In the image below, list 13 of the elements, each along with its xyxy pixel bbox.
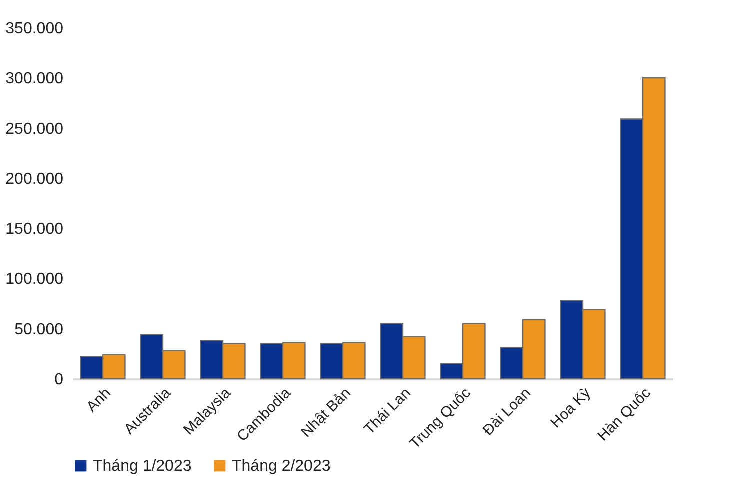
- legend-label: Tháng 2/2023: [232, 458, 331, 475]
- x-tick-label: Hoa Kỳ: [548, 384, 595, 432]
- y-tick-label: 150.000: [6, 221, 64, 238]
- y-tick-label: 250.000: [6, 120, 64, 138]
- y-tick-label: 50.000: [14, 321, 64, 338]
- y-tick-label: 350.000: [6, 20, 64, 38]
- y-tick-label: 300.000: [6, 70, 64, 88]
- legend-label: Tháng 1/2023: [93, 458, 192, 475]
- x-tick-label: Thái Lan: [361, 384, 414, 438]
- y-tick-label: 0: [54, 372, 64, 388]
- x-tick-label: Anh: [83, 384, 114, 416]
- y-tick-label: 100.000: [6, 271, 64, 288]
- y-tick-label: 200.000: [6, 170, 64, 188]
